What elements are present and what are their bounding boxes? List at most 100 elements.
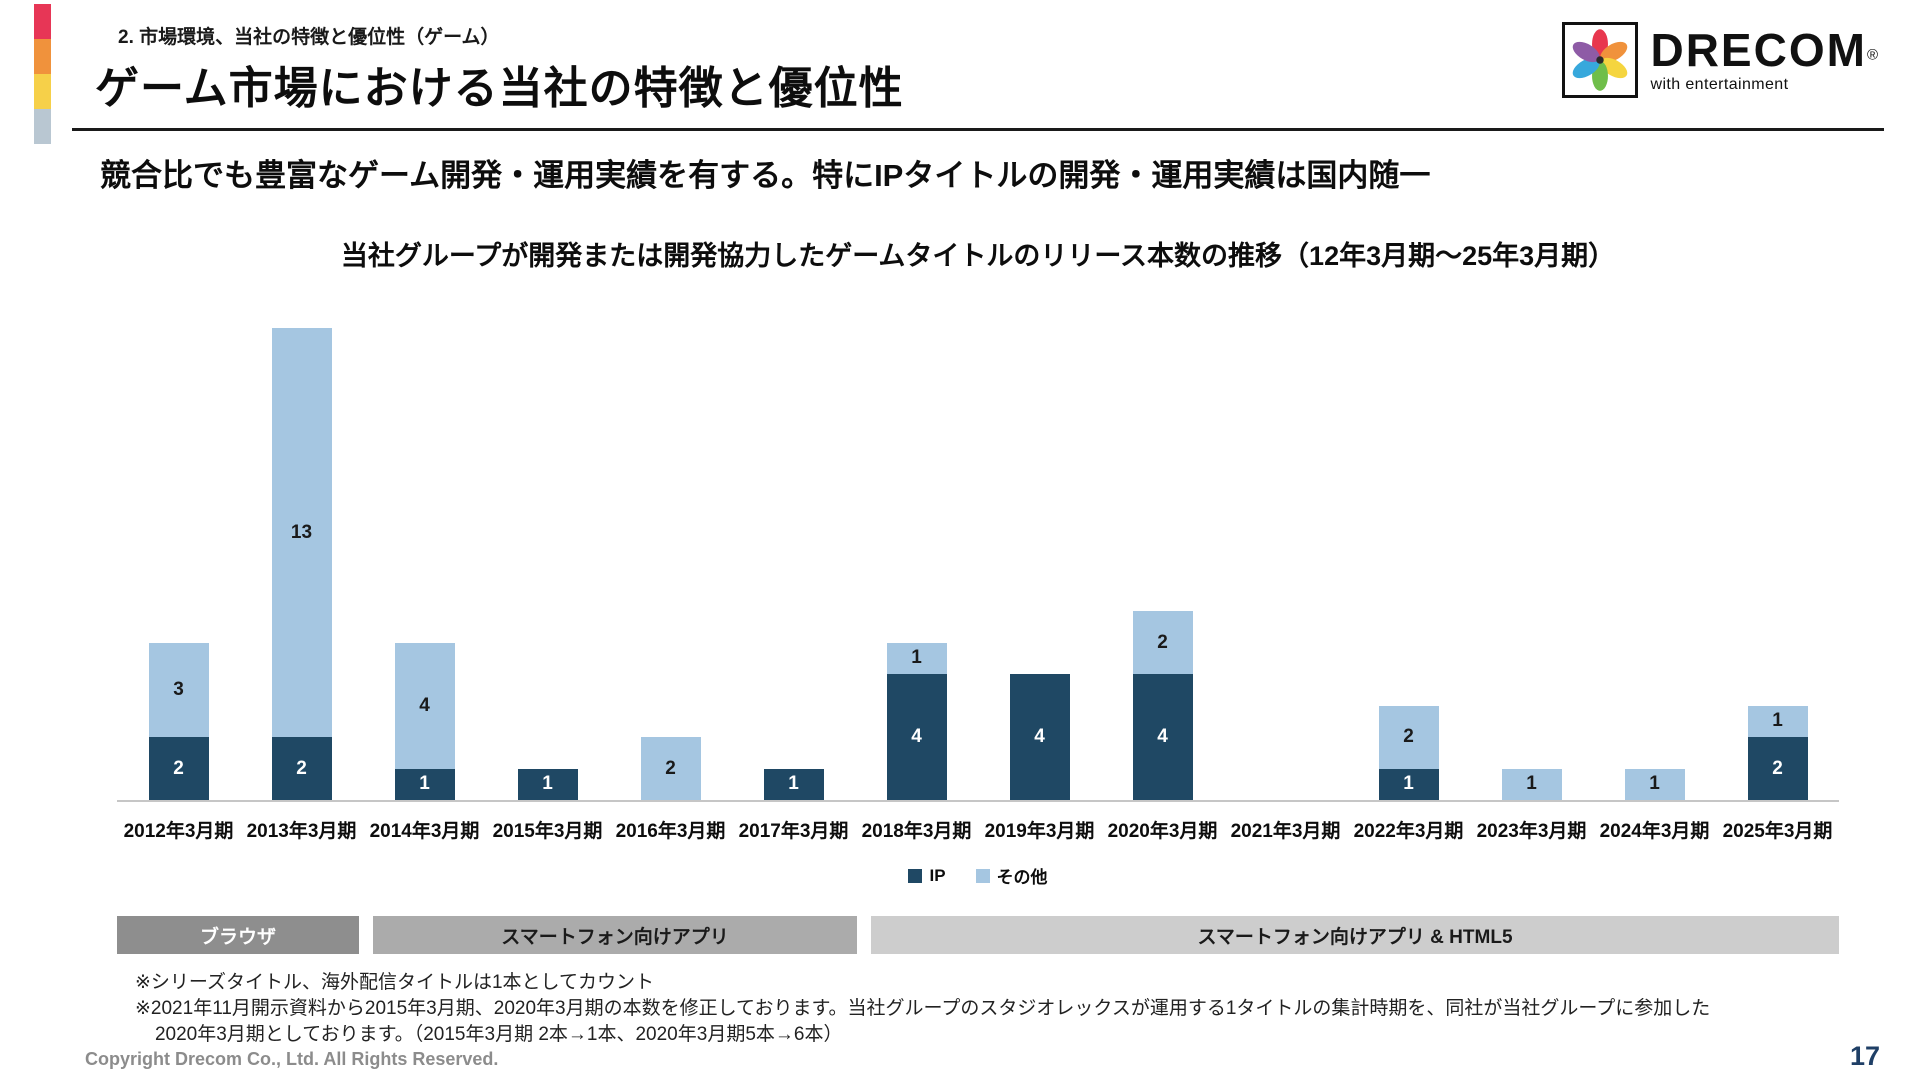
bar-stack: 1 bbox=[517, 768, 578, 800]
registered-mark: ® bbox=[1866, 46, 1878, 64]
era-band: スマートフォン向けアプリ & HTML5 bbox=[871, 916, 1839, 954]
accent-strip-segment bbox=[34, 4, 51, 39]
bar-segment-IP: 1 bbox=[1378, 768, 1439, 800]
legend-item: IP bbox=[908, 863, 946, 888]
bar-segment-IP: 2 bbox=[148, 737, 209, 800]
x-axis-label: 2019年3月期 bbox=[984, 821, 1095, 842]
x-axis-label: 2024年3月期 bbox=[1599, 821, 1710, 842]
x-axis-label: 2022年3月期 bbox=[1353, 821, 1464, 842]
logo-text: DRECOM® with entertainment bbox=[1650, 27, 1878, 94]
bar-value-label: 1 bbox=[1649, 773, 1660, 795]
bar-segment-その他: 1 bbox=[1624, 768, 1685, 800]
x-axis-label: 2023年3月期 bbox=[1476, 821, 1587, 842]
bar-column: 1 bbox=[1470, 768, 1593, 800]
bar-value-label: 3 bbox=[173, 678, 184, 700]
bar-value-label: 13 bbox=[290, 521, 313, 543]
legend-swatch bbox=[908, 868, 923, 883]
bar-value-label: 2 bbox=[1772, 757, 1783, 779]
legend-item: その他 bbox=[975, 863, 1048, 888]
x-axis-label: 2014年3月期 bbox=[369, 821, 480, 842]
era-band: スマートフォン向けアプリ bbox=[373, 916, 857, 954]
bar-value-label: 1 bbox=[1526, 773, 1537, 795]
bar-stack: 1 bbox=[1624, 768, 1685, 800]
logo-wordmark: DRECOM bbox=[1650, 23, 1867, 76]
bar-column: 1 bbox=[486, 768, 609, 800]
bar-value-label: 1 bbox=[1403, 773, 1414, 795]
page-number: 17 bbox=[1849, 1041, 1880, 1071]
bar-value-label: 2 bbox=[173, 757, 184, 779]
bar-segment-IP: 2 bbox=[1747, 737, 1808, 800]
bar-stack: 4 bbox=[1009, 674, 1070, 800]
accent-strip-segment bbox=[34, 109, 51, 144]
bar-segment-その他: 2 bbox=[640, 737, 701, 800]
accent-strip-segment bbox=[34, 74, 51, 109]
bar-column: 1 bbox=[1593, 768, 1716, 800]
page-title: ゲーム市場における当社の特徴と優位性 bbox=[95, 64, 904, 113]
x-axis-label: 2012年3月期 bbox=[123, 821, 234, 842]
bar-value-label: 1 bbox=[1772, 710, 1783, 732]
era-bands: ブラウザ スマートフォン向けアプリ スマートフォン向けアプリ & HTML5 bbox=[117, 916, 1839, 954]
bar-value-label: 1 bbox=[911, 647, 922, 669]
bar-stack: 2 13 bbox=[271, 328, 332, 800]
bar-column: 2 13 bbox=[240, 328, 363, 800]
bar-segment-その他: 1 bbox=[1501, 768, 1562, 800]
bar-column: 1 bbox=[732, 768, 855, 800]
x-axis-label: 2025年3月期 bbox=[1722, 821, 1833, 842]
bar-segment-IP: 1 bbox=[517, 768, 578, 800]
drecom-flower-icon bbox=[1562, 22, 1639, 98]
bar-segment-IP: 4 bbox=[886, 674, 947, 800]
flower-svg bbox=[1573, 29, 1628, 91]
chart-legend: IP その他 bbox=[117, 863, 1839, 888]
bar-segment-その他: 1 bbox=[1747, 705, 1808, 738]
bar-value-label: 4 bbox=[1034, 726, 1045, 748]
footnote: ※2021年11月開示資料から2015年3月期、2020年3月期の本数を修正して… bbox=[135, 998, 1711, 1046]
bar-column: 2 bbox=[609, 737, 732, 800]
bar-segment-その他: 13 bbox=[271, 328, 332, 738]
brand-accent-strip bbox=[34, 4, 51, 144]
bar-value-label: 4 bbox=[911, 726, 922, 748]
legend-label: IP bbox=[929, 865, 946, 885]
bar-stack: 2 bbox=[640, 737, 701, 800]
flower-petals bbox=[1573, 29, 1628, 91]
bar-segment-その他: 3 bbox=[148, 642, 209, 738]
key-message: 競合比でも豊富なゲーム開発・運用実績を有する。特にIPタイトルの開発・運用実績は… bbox=[100, 158, 1431, 193]
bar-segment-IP: 1 bbox=[394, 768, 455, 800]
bar-value-label: 4 bbox=[1157, 726, 1168, 748]
chart-plot: 2 3 2 13 1 4 1 2 1 4 1 4 4 2 1 2 1 1 2 1 bbox=[117, 328, 1839, 802]
footnotes: ※シリーズタイトル、海外配信タイトルは1本としてカウント ※2021年11月開示資… bbox=[135, 970, 1835, 1049]
accent-strip-segment bbox=[34, 39, 51, 74]
chart: 当社グループが開発または開発協力したゲームタイトルのリリース本数の推移（12年3… bbox=[117, 234, 1839, 954]
bar-column: 4 bbox=[978, 674, 1101, 800]
bar-segment-IP: 4 bbox=[1009, 674, 1070, 800]
copyright: Copyright Drecom Co., Ltd. All Rights Re… bbox=[85, 1049, 499, 1069]
bar-segment-IP: 2 bbox=[271, 737, 332, 800]
logo-tagline: with entertainment bbox=[1650, 75, 1789, 93]
bar-value-label: 2 bbox=[296, 757, 307, 779]
bar-value-label: 2 bbox=[1403, 726, 1414, 748]
bar-segment-IP: 4 bbox=[1132, 674, 1193, 800]
drecom-logo: DRECOM® with entertainment bbox=[1562, 22, 1878, 98]
x-axis-label: 2021年3月期 bbox=[1230, 821, 1341, 842]
footnote: ※シリーズタイトル、海外配信タイトルは1本としてカウント bbox=[135, 972, 654, 993]
x-axis-labels: 2012年3月期 2013年3月期 2014年3月期 2015年3月期 2016年3月期… bbox=[117, 816, 1839, 843]
bar-value-label: 1 bbox=[419, 773, 430, 795]
bar-segment-その他: 2 bbox=[1378, 705, 1439, 769]
bar-stack: 1 bbox=[763, 768, 824, 800]
x-axis-label: 2017年3月期 bbox=[738, 821, 849, 842]
x-axis-label: 2016年3月期 bbox=[615, 821, 726, 842]
x-axis-label: 2018年3月期 bbox=[861, 821, 972, 842]
chart-title: 当社グループが開発または開発協力したゲームタイトルのリリース本数の推移（12年3… bbox=[340, 241, 1616, 271]
bar-segment-その他: 4 bbox=[394, 642, 455, 769]
bar-stack: 1 bbox=[1501, 768, 1562, 800]
